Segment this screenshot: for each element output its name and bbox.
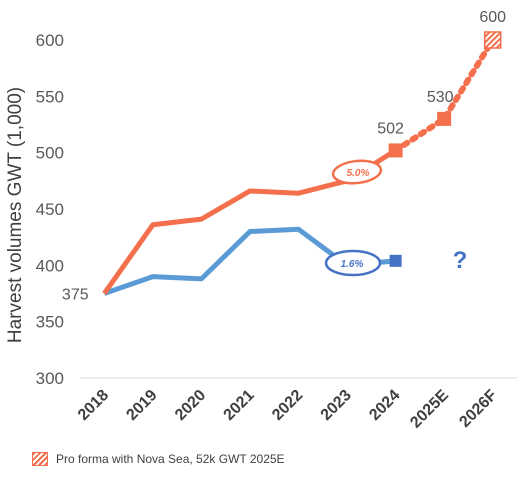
- marker-orange-2024: [388, 143, 403, 158]
- x-tick-label: 2024: [366, 387, 403, 424]
- cagr-orange-ellipse: [331, 159, 383, 185]
- marker-orange-2026F-hatched: [483, 31, 502, 49]
- legend-swatch-hatched: [32, 452, 48, 466]
- x-tick-label: 2018: [75, 387, 112, 424]
- legend: Pro forma with Nova Sea, 52k GWT 2025E: [32, 451, 285, 467]
- x-tick-label: 2023: [318, 387, 355, 424]
- marker-orange-2025E: [437, 111, 452, 126]
- y-tick-label: 500: [36, 144, 64, 163]
- x-tick-label: 2026F: [456, 387, 500, 431]
- y-tick-label: 600: [36, 31, 64, 50]
- x-tick-label: 2019: [123, 387, 160, 424]
- x-axis-ticks: 2018 2019 2020 2021 2022 2023 2024 2025E 2026F: [75, 387, 501, 432]
- data-label: 502: [377, 120, 404, 137]
- annotations: 5.0% 1.6% ?: [324, 159, 468, 277]
- series-layer: 375 502 530 600: [62, 9, 506, 304]
- cagr-blue-ellipse: [324, 249, 382, 277]
- legend-label: Pro forma with Nova Sea, 52k GWT 2025E: [56, 452, 285, 466]
- data-label: 530: [427, 89, 454, 106]
- cagr-blue-label: 1.6%: [341, 259, 364, 270]
- x-tick-label: 2022: [269, 387, 306, 424]
- y-tick-label: 550: [36, 87, 64, 106]
- y-axis-label: Harvest volumes GWT (1,000): [5, 87, 26, 343]
- x-tick-label: 2021: [221, 387, 258, 424]
- y-tick-label: 350: [36, 313, 64, 332]
- y-tick-label: 300: [36, 369, 64, 388]
- y-axis-ticks: 300 350 400 450 500 550 600: [36, 31, 64, 388]
- x-tick-label: 2020: [172, 387, 209, 424]
- marker-blue-2024: [389, 254, 402, 267]
- question-mark-annotation: ?: [453, 247, 468, 274]
- data-label: 600: [479, 9, 506, 26]
- y-tick-label: 400: [36, 256, 64, 275]
- data-label: 375: [62, 287, 89, 304]
- y-tick-label: 450: [36, 200, 64, 219]
- x-tick-label: 2025E: [407, 387, 452, 432]
- cagr-orange-label: 5.0%: [347, 168, 370, 179]
